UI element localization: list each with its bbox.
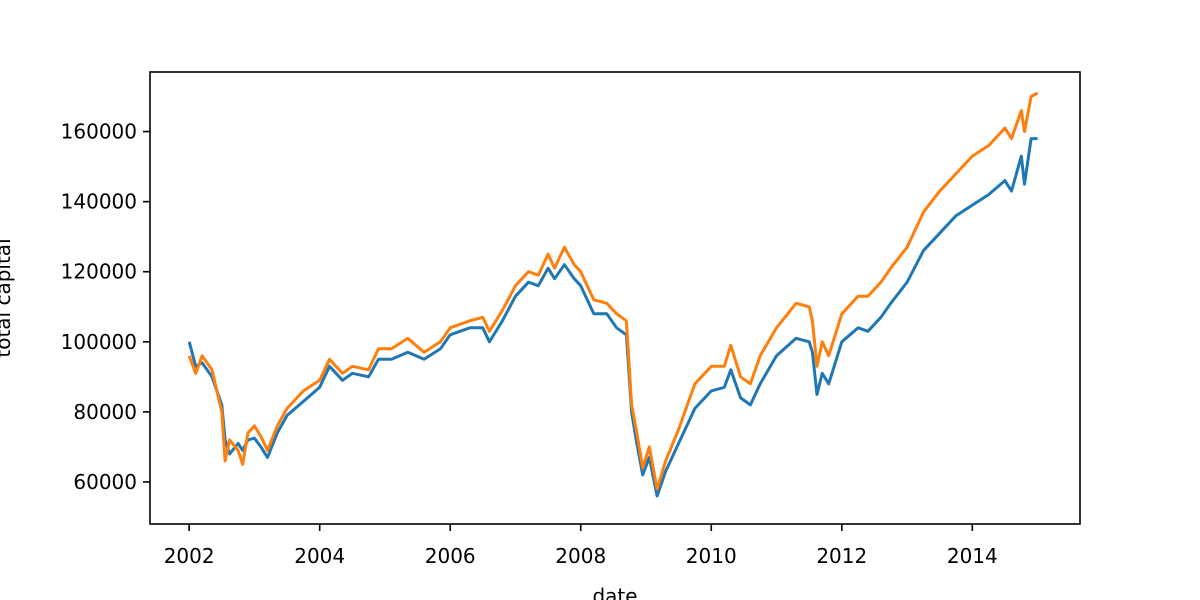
y-axis-ticks: 60000 80000 100000 120000 140000 160000 bbox=[61, 120, 150, 494]
x-tick-label: 2004 bbox=[294, 544, 345, 568]
y-tick-label: 140000 bbox=[61, 190, 137, 214]
series-line-2 bbox=[187, 91, 1039, 491]
y-tick-label: 120000 bbox=[61, 260, 137, 284]
series-layer bbox=[187, 91, 1039, 498]
x-tick-label: 2006 bbox=[425, 544, 476, 568]
x-axis-ticks: 2002 2004 2006 2008 2010 2012 2014 bbox=[164, 524, 998, 568]
y-axis-label: total capital bbox=[0, 238, 15, 357]
plot-frame bbox=[149, 71, 1081, 525]
y-tick-label: 60000 bbox=[73, 470, 137, 494]
y-tick-label: 100000 bbox=[61, 330, 137, 354]
y-tick-label: 160000 bbox=[61, 120, 137, 144]
x-tick-label: 2008 bbox=[555, 544, 606, 568]
series-line-1 bbox=[187, 137, 1038, 498]
x-tick-label: 2010 bbox=[686, 544, 737, 568]
x-axis-label: date bbox=[592, 584, 637, 600]
y-tick-label: 80000 bbox=[73, 400, 137, 424]
x-tick-label: 2012 bbox=[816, 544, 867, 568]
x-tick-label: 2002 bbox=[164, 544, 215, 568]
x-tick-label: 2014 bbox=[947, 544, 998, 568]
